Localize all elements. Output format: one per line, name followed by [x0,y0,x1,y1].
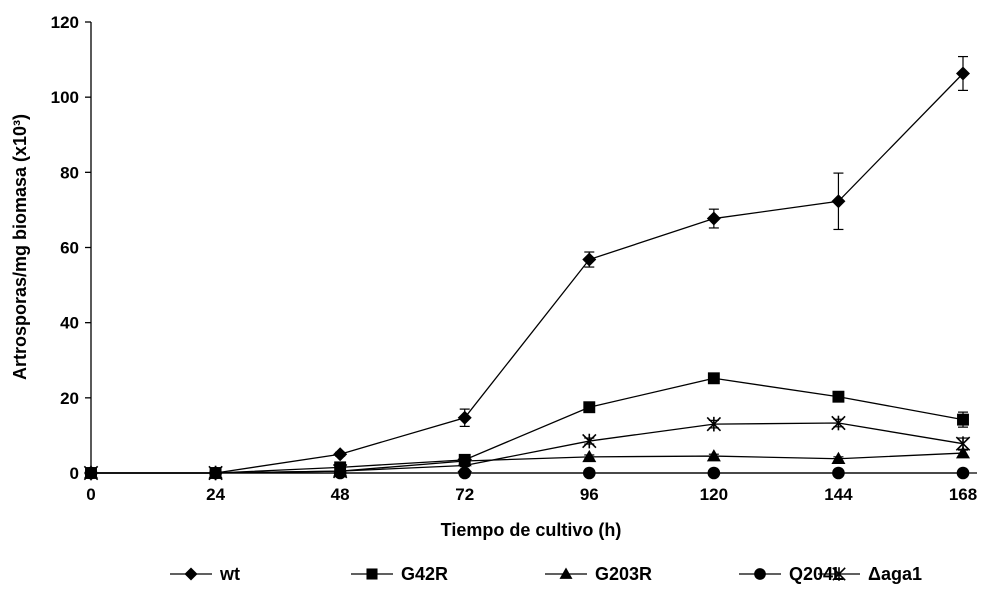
data-point [582,252,597,267]
legend-item-wt: wt [170,564,240,584]
x-tick-label: 48 [331,485,350,504]
data-point [332,463,348,479]
data-point [457,458,472,473]
legend-marker [832,567,846,581]
series-wt [84,55,970,480]
data-point [458,466,472,480]
legend-label: wt [219,564,240,584]
data-point [457,410,472,425]
y-tick-label: 60 [60,239,79,258]
legend-marker [754,568,766,580]
y-tick-label: 20 [60,389,79,408]
data-point [831,194,846,209]
legend-marker [366,568,378,580]
legend-label: Q204L [789,564,844,584]
y-tick-label: 40 [60,314,79,333]
series-line [91,73,964,474]
data-point [706,416,722,432]
data-point [832,466,845,480]
legend-marker [559,567,573,579]
x-tick-label: 120 [700,485,728,504]
data-point [83,465,99,481]
legend-marker [184,567,198,581]
legend-label: G203R [595,564,652,584]
data-point [706,449,721,462]
x-tick-label: 72 [455,485,474,504]
data-point [582,433,597,449]
data-point [583,401,596,414]
x-tick-label: 168 [949,485,977,504]
legend: wt G42R G203R Q204L Δaga1 [170,564,922,584]
x-axis-label: Tiempo de cultivo (h) [441,520,622,540]
legend-item-δaga1: Δaga1 [818,564,922,584]
data-point [956,446,970,459]
data-point [831,415,846,431]
legend-item-q204l: Q204L [739,564,844,584]
data-point [582,449,597,463]
legend-item-g42r: G42R [351,564,448,584]
y-tick-label: 100 [51,88,79,107]
x-tick-label: 144 [824,485,853,504]
x-tick-label: 0 [86,485,95,504]
data-point [956,466,970,480]
legend-label: G42R [401,564,448,584]
data-point [955,436,971,451]
data-point [957,413,969,426]
data-point [832,390,845,403]
data-point [956,66,970,81]
data-point [707,372,720,385]
legend-item-g203r: G203R [545,564,652,584]
series-δaga1 [83,415,971,481]
data-point [208,465,223,481]
data-point [831,451,846,464]
y-tick-label: 80 [60,163,79,182]
x-tick-label: 24 [206,485,225,504]
data-point [706,211,721,226]
y-tick-label: 0 [70,464,79,483]
legend-label: Δaga1 [868,564,922,584]
data-point [333,447,348,462]
x-tick-label: 96 [580,485,599,504]
series-line [91,422,964,474]
data-point [707,466,721,480]
y-axis-label: Artrosporas/mg biomasa (x10³) [10,114,30,380]
y-tick-label: 120 [51,13,79,32]
data-point [582,466,596,480]
